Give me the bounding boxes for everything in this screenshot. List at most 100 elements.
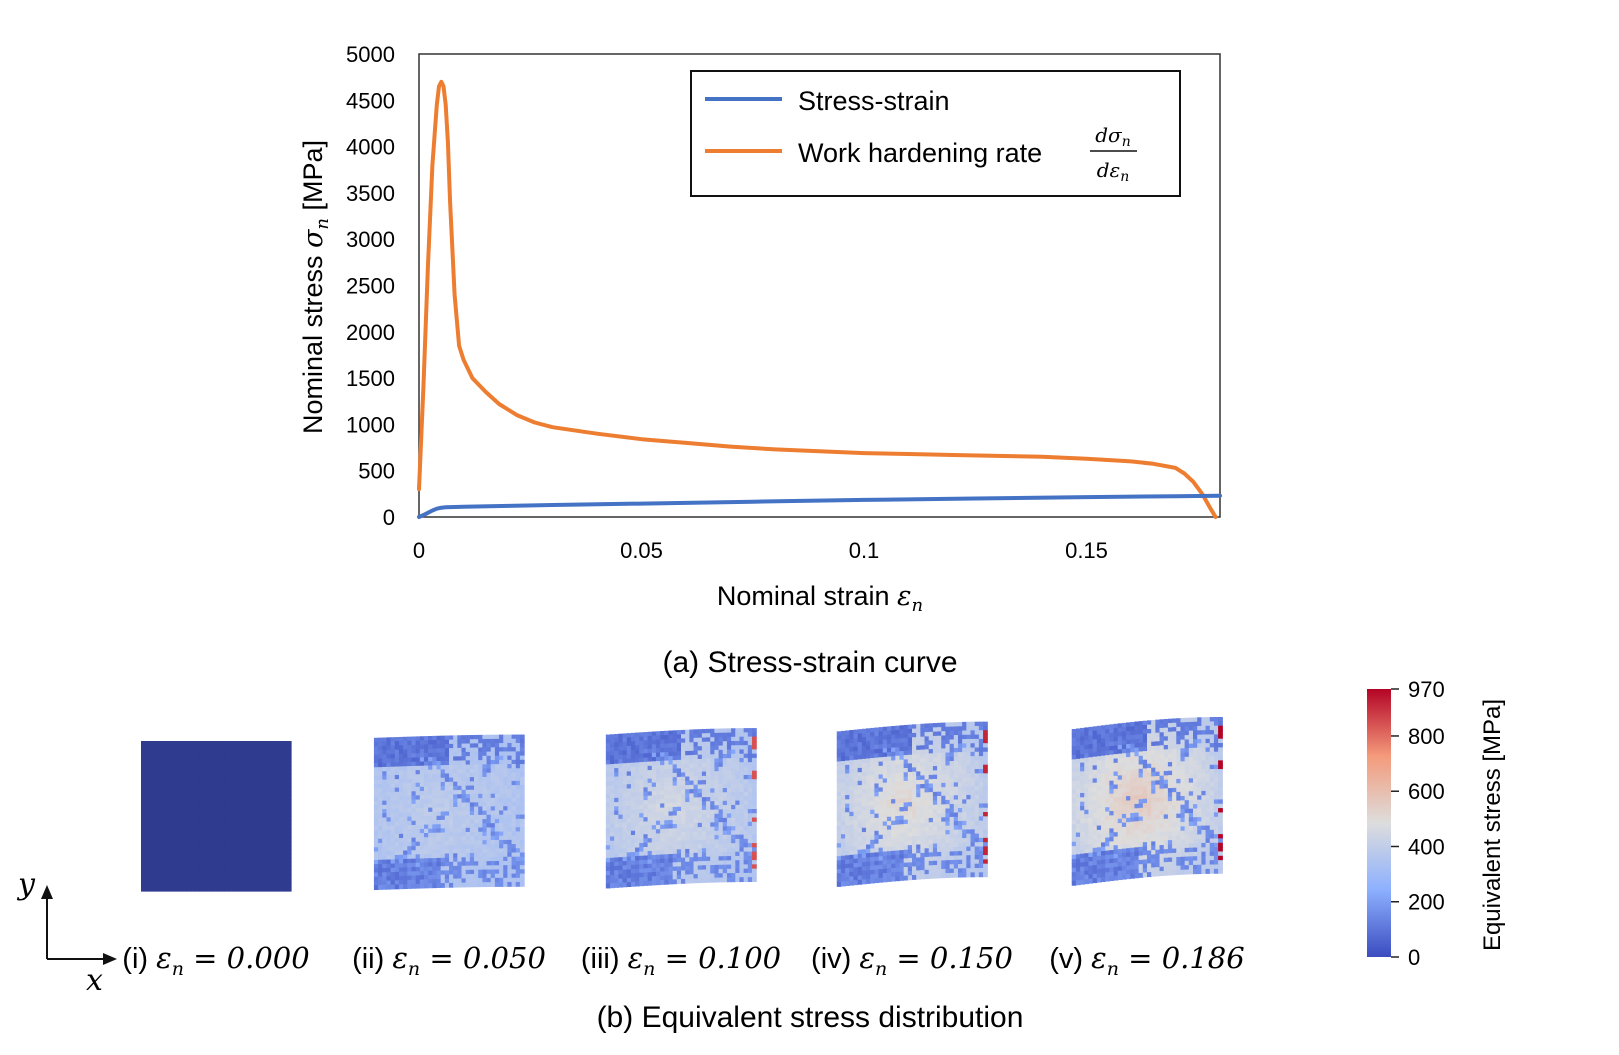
- stress-cell: [928, 753, 934, 759]
- stress-cell: [261, 761, 267, 767]
- stress-cell: [714, 783, 720, 789]
- stress-cell: [423, 795, 429, 800]
- stress-cell: [874, 822, 880, 828]
- stress-cell: [482, 827, 488, 833]
- stress-cell: [693, 759, 699, 764]
- stress-cell: [232, 774, 238, 780]
- stress-cell: [840, 752, 846, 758]
- stress-cell: [978, 786, 984, 792]
- stress-cell: [714, 796, 720, 802]
- stress-cell: [978, 773, 984, 779]
- stress-cell: [207, 853, 213, 859]
- stress-cell: [845, 829, 850, 835]
- stress-cell: [726, 860, 732, 866]
- stress-cell: [203, 824, 209, 830]
- stress-cell: [697, 865, 703, 871]
- stress-cell: [519, 768, 525, 774]
- stress-cell: [195, 870, 200, 875]
- stress-cell: [191, 886, 196, 892]
- stress-cell: [731, 783, 736, 789]
- stress-cell: [220, 878, 225, 884]
- stress-cell: [672, 738, 678, 744]
- stress-cell: [216, 753, 221, 759]
- stress-cell: [444, 857, 450, 863]
- stress-cell: [507, 848, 513, 854]
- stress-cell: [157, 770, 163, 775]
- stress-cell: [735, 736, 741, 742]
- stress-cell: [836, 804, 842, 810]
- stress-cell: [153, 811, 159, 817]
- stress-cell: [474, 861, 479, 867]
- stress-cell: [228, 799, 234, 805]
- stress-cell: [610, 810, 615, 816]
- stress-cell: [978, 777, 984, 783]
- stress-cell: [983, 803, 988, 809]
- stress-cell: [407, 745, 413, 750]
- stress-cell: [932, 748, 938, 754]
- stress-cell: [444, 836, 450, 842]
- stress-cell: [639, 881, 645, 887]
- stress-cell: [849, 841, 855, 847]
- stress-cell: [882, 851, 888, 857]
- stress-cell: [249, 741, 255, 746]
- stress-cell: [957, 790, 963, 796]
- stress-cell: [651, 799, 657, 805]
- stress-cell: [195, 753, 200, 759]
- stress-cell: [465, 882, 471, 888]
- stress-cell: [278, 811, 284, 817]
- stress-cell: [651, 786, 657, 792]
- stress-cell: [373, 754, 379, 760]
- stress-cell: [266, 770, 271, 775]
- stress-cell: [394, 745, 400, 751]
- stress-cell: [710, 826, 716, 832]
- stress-cell: [145, 778, 150, 784]
- stress-cell: [924, 788, 930, 793]
- stress-cell: [403, 829, 408, 835]
- stress-cell: [207, 749, 213, 755]
- stress-cell: [970, 743, 976, 749]
- stress-cell: [253, 774, 259, 780]
- stress-cell: [937, 740, 942, 745]
- stress-cell: [886, 842, 892, 848]
- stress-cell: [618, 882, 624, 888]
- stress-cell: [203, 870, 209, 875]
- stress-cell: [731, 813, 736, 819]
- stress-cell: [937, 735, 942, 741]
- stress-cell: [664, 841, 670, 847]
- stress-cell: [903, 828, 909, 834]
- stress-cell: [482, 878, 488, 883]
- stress-cell: [490, 793, 496, 799]
- stress-cell: [465, 819, 471, 825]
- stress-cell: [651, 816, 657, 822]
- stress-cell: [415, 812, 421, 818]
- stress-cell: [482, 823, 488, 829]
- stress-cell: [747, 762, 753, 768]
- stress-cell: [141, 786, 146, 792]
- stress-cell: [945, 735, 951, 741]
- stress-cell: [743, 753, 749, 759]
- stress-cell: [953, 752, 959, 758]
- stress-cell: [697, 741, 703, 747]
- stress-cell: [689, 870, 695, 875]
- stress-cell: [660, 752, 665, 758]
- stress-cell: [232, 878, 238, 884]
- stress-cell: [398, 808, 404, 814]
- stress-cell: [195, 874, 200, 880]
- stress-cell: [718, 732, 724, 738]
- stress-cell: [490, 831, 496, 837]
- stress-cell: [689, 865, 695, 871]
- y-axis-label-symbol: σ: [298, 228, 329, 248]
- stress-cell: [840, 855, 846, 861]
- stress-cell: [672, 823, 678, 829]
- stress-cell: [440, 760, 446, 766]
- stress-cell: [186, 749, 192, 755]
- stress-cell: [857, 819, 863, 825]
- stress-cell: [195, 778, 200, 784]
- stress-cell: [519, 810, 525, 816]
- stress-cell: [726, 728, 732, 734]
- stress-cell: [866, 844, 871, 850]
- stress-cell: [685, 857, 690, 863]
- stress-cell: [457, 756, 463, 762]
- stress-cell: [253, 803, 259, 809]
- stress-cell: [945, 821, 951, 827]
